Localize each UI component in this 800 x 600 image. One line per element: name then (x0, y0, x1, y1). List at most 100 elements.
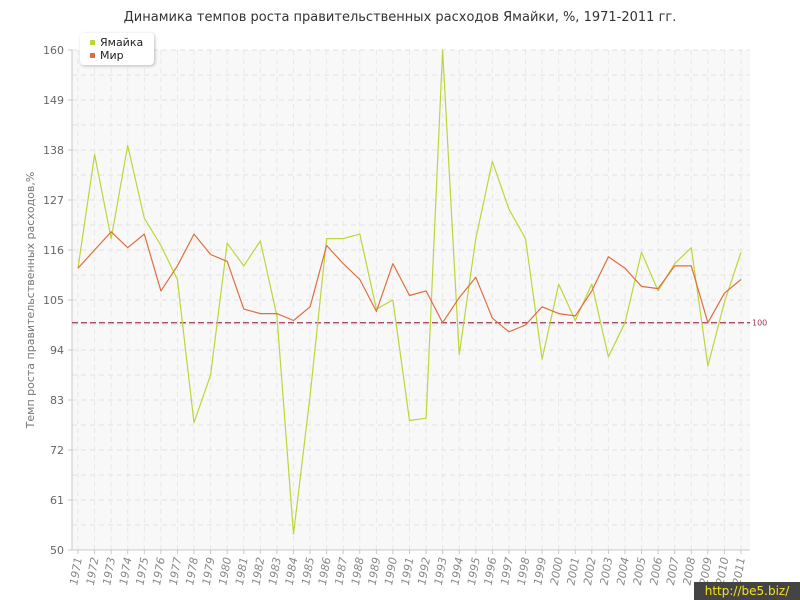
x-tick-label: 1981 (233, 556, 251, 586)
x-tick-label: 1971 (67, 556, 85, 586)
y-tick-label: 94 (50, 344, 64, 357)
data-point-jamaica (607, 355, 610, 358)
data-point-jamaica (342, 237, 345, 240)
data-point-world (458, 296, 461, 299)
x-tick-label: 2008 (681, 556, 699, 586)
data-point-jamaica (624, 321, 627, 324)
series-line-jamaica (77, 49, 742, 535)
legend-item-jamaica[interactable]: Ямайка (90, 36, 143, 49)
data-point-world (77, 267, 80, 270)
data-point-world (325, 244, 328, 247)
data-point-jamaica (706, 365, 709, 368)
data-point-world (723, 292, 726, 295)
data-point-jamaica (309, 394, 312, 397)
data-point-world (126, 246, 129, 249)
legend-item-world[interactable]: Мир (90, 49, 124, 62)
data-point-jamaica (508, 208, 511, 211)
data-point-world (226, 260, 229, 263)
data-point-world (474, 276, 477, 279)
data-point-world (242, 308, 245, 311)
y-tick-label: 116 (43, 244, 64, 257)
x-tick-label: 1991 (399, 556, 417, 586)
data-point-jamaica (110, 237, 113, 240)
data-point-world (590, 290, 593, 293)
legend-label-jamaica: Ямайка (100, 36, 144, 49)
data-point-jamaica (408, 419, 411, 422)
y-tick-label: 149 (43, 94, 64, 107)
x-tick-label: 1988 (349, 556, 367, 586)
x-tick-label: 1987 (332, 556, 350, 586)
data-point-world (143, 233, 146, 236)
data-point-jamaica (740, 251, 743, 254)
y-axis-title: Темп роста правительственных расходов,% (24, 172, 37, 430)
y-tick-label: 138 (43, 144, 64, 157)
data-point-world (292, 319, 295, 322)
x-tick-label: 2000 (548, 556, 566, 586)
data-point-world (342, 262, 345, 265)
data-point-jamaica (226, 242, 229, 245)
x-tick-label: 1995 (465, 556, 483, 586)
y-tick-label: 83 (50, 394, 64, 407)
y-tick-label: 160 (43, 44, 64, 57)
data-point-world (276, 312, 279, 315)
data-point-world (624, 267, 627, 270)
x-tick-label: 1989 (366, 556, 384, 586)
x-tick-label: 2001 (565, 556, 583, 586)
y-tick-label: 72 (50, 444, 64, 457)
x-tick-label: 1976 (150, 556, 168, 586)
data-point-jamaica (259, 240, 262, 243)
data-point-world (176, 265, 179, 268)
data-point-jamaica (193, 421, 196, 424)
x-tick-label: 1993 (432, 556, 450, 586)
data-point-world (425, 290, 428, 293)
data-point-world (209, 253, 212, 256)
data-point-jamaica (242, 265, 245, 268)
y-tick-label: 61 (50, 494, 64, 507)
data-point-jamaica (126, 144, 129, 147)
x-tick-label: 2010 (714, 556, 732, 586)
data-point-world (541, 305, 544, 308)
x-tick-label: 1994 (449, 556, 467, 586)
x-tick-label: 1984 (283, 556, 301, 586)
y-tick-label: 127 (43, 194, 64, 207)
x-tick-label: 2011 (730, 556, 748, 586)
data-point-world (358, 278, 361, 281)
data-point-jamaica (524, 237, 527, 240)
x-tick-label: 1979 (200, 556, 218, 586)
data-point-world (574, 315, 577, 318)
legend-swatch-world (90, 52, 95, 58)
x-tick-label: 2002 (581, 556, 599, 586)
reference-line-label: 100 (752, 319, 767, 328)
data-point-jamaica (358, 233, 361, 236)
x-tick-label: 1996 (482, 556, 500, 586)
data-point-jamaica (425, 417, 428, 420)
data-point-jamaica (557, 283, 560, 286)
x-tick-label: 1990 (382, 556, 400, 586)
x-tick-label: 1974 (117, 556, 135, 586)
data-point-jamaica (723, 301, 726, 304)
data-point-world (193, 233, 196, 236)
data-point-jamaica (590, 283, 593, 286)
legend-swatch-jamaica (90, 39, 95, 45)
watermark-link[interactable]: http://be5.biz/ (694, 582, 800, 600)
data-point-world (491, 317, 494, 320)
series-line-world (77, 231, 742, 333)
x-tick-label: 1983 (266, 556, 284, 586)
legend: Ямайка Мир (80, 33, 154, 65)
x-tick-label: 2004 (614, 556, 632, 586)
x-tick-label: 2006 (647, 556, 665, 586)
x-tick-label: 1977 (167, 556, 185, 586)
x-tick-label: 1982 (250, 556, 268, 586)
data-point-world (93, 249, 96, 252)
x-tick-label: 2005 (631, 556, 649, 586)
data-point-jamaica (690, 246, 693, 249)
y-tick-label: 105 (43, 294, 64, 307)
data-point-jamaica (574, 319, 577, 322)
data-point-world (441, 321, 444, 324)
x-tick-label: 2009 (697, 556, 715, 586)
x-tick-label: 1986 (316, 556, 334, 586)
data-point-jamaica (491, 160, 494, 163)
data-point-jamaica (209, 374, 212, 377)
data-point-world (640, 285, 643, 288)
